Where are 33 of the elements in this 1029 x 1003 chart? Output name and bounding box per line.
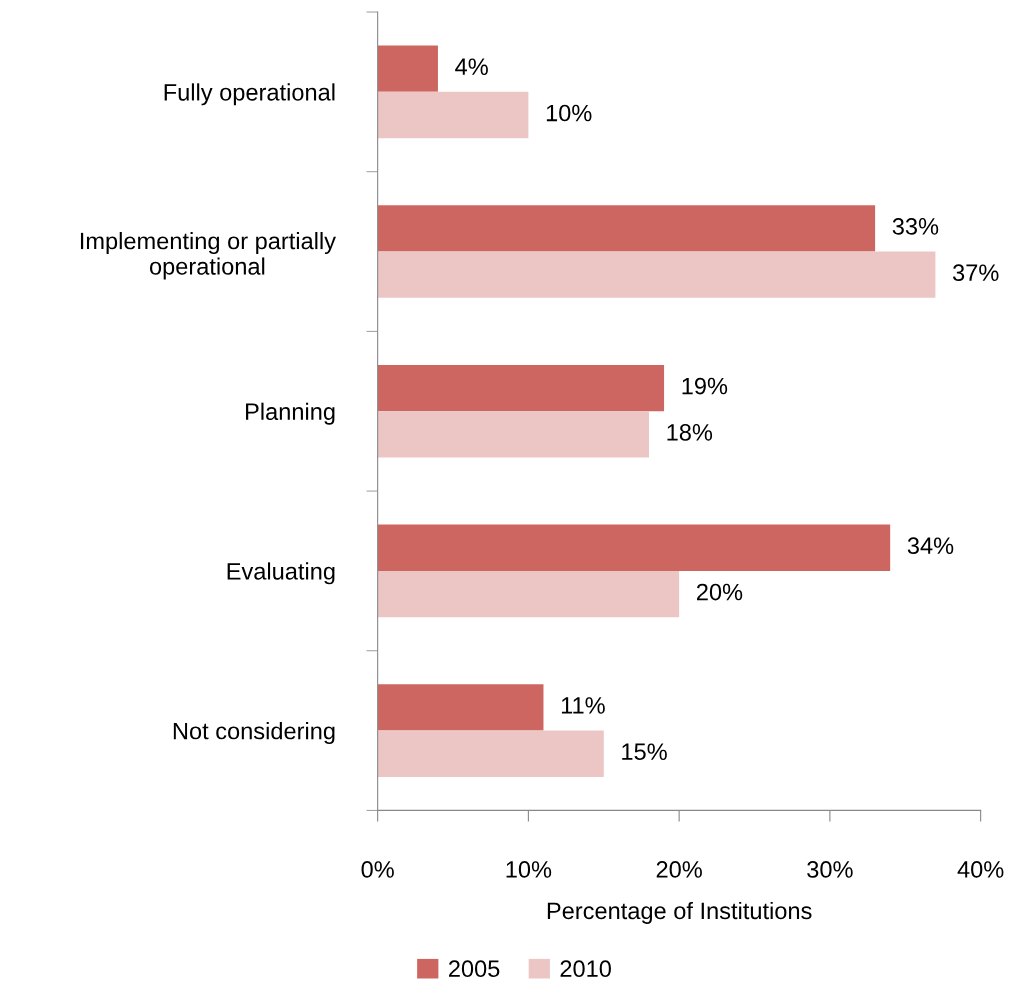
data-label: 18% bbox=[667, 424, 713, 441]
bar bbox=[377, 91, 529, 139]
bar bbox=[377, 45, 438, 92]
legend-label: 2005 bbox=[449, 960, 500, 978]
data-label: 20% bbox=[696, 583, 743, 601]
legend-label: 2010 bbox=[560, 960, 611, 978]
bar bbox=[377, 684, 544, 731]
x-tick-label: 10% bbox=[506, 861, 552, 878]
x-tick-label: 40% bbox=[957, 861, 1004, 878]
data-label: 4% bbox=[455, 58, 488, 75]
bar bbox=[377, 364, 665, 412]
data-label: 33% bbox=[892, 218, 939, 235]
data-label: 19% bbox=[682, 377, 728, 395]
bar bbox=[377, 570, 680, 618]
data-label: 15% bbox=[622, 743, 667, 761]
data-label: 10% bbox=[546, 104, 592, 122]
bar bbox=[377, 205, 876, 252]
bar bbox=[377, 251, 936, 298]
y-tick-label: Evaluating bbox=[227, 562, 335, 585]
y-tick-label: Planning bbox=[246, 402, 335, 425]
bar bbox=[377, 411, 649, 458]
y-tick-label: Implementing or partially operational bbox=[80, 231, 336, 280]
x-axis-title: Percentage of Institutions bbox=[547, 901, 812, 924]
data-label: 34% bbox=[907, 537, 954, 555]
bar bbox=[377, 524, 891, 571]
data-label: 11% bbox=[561, 697, 605, 714]
x-tick-label: 20% bbox=[656, 861, 702, 878]
y-tick-label: Not considering bbox=[173, 722, 335, 745]
x-tick-label: 0% bbox=[361, 861, 394, 878]
x-tick-label: 30% bbox=[807, 861, 853, 878]
data-label: 37% bbox=[952, 264, 999, 282]
y-tick-label: Fully operational bbox=[164, 83, 335, 106]
bar bbox=[377, 730, 604, 777]
